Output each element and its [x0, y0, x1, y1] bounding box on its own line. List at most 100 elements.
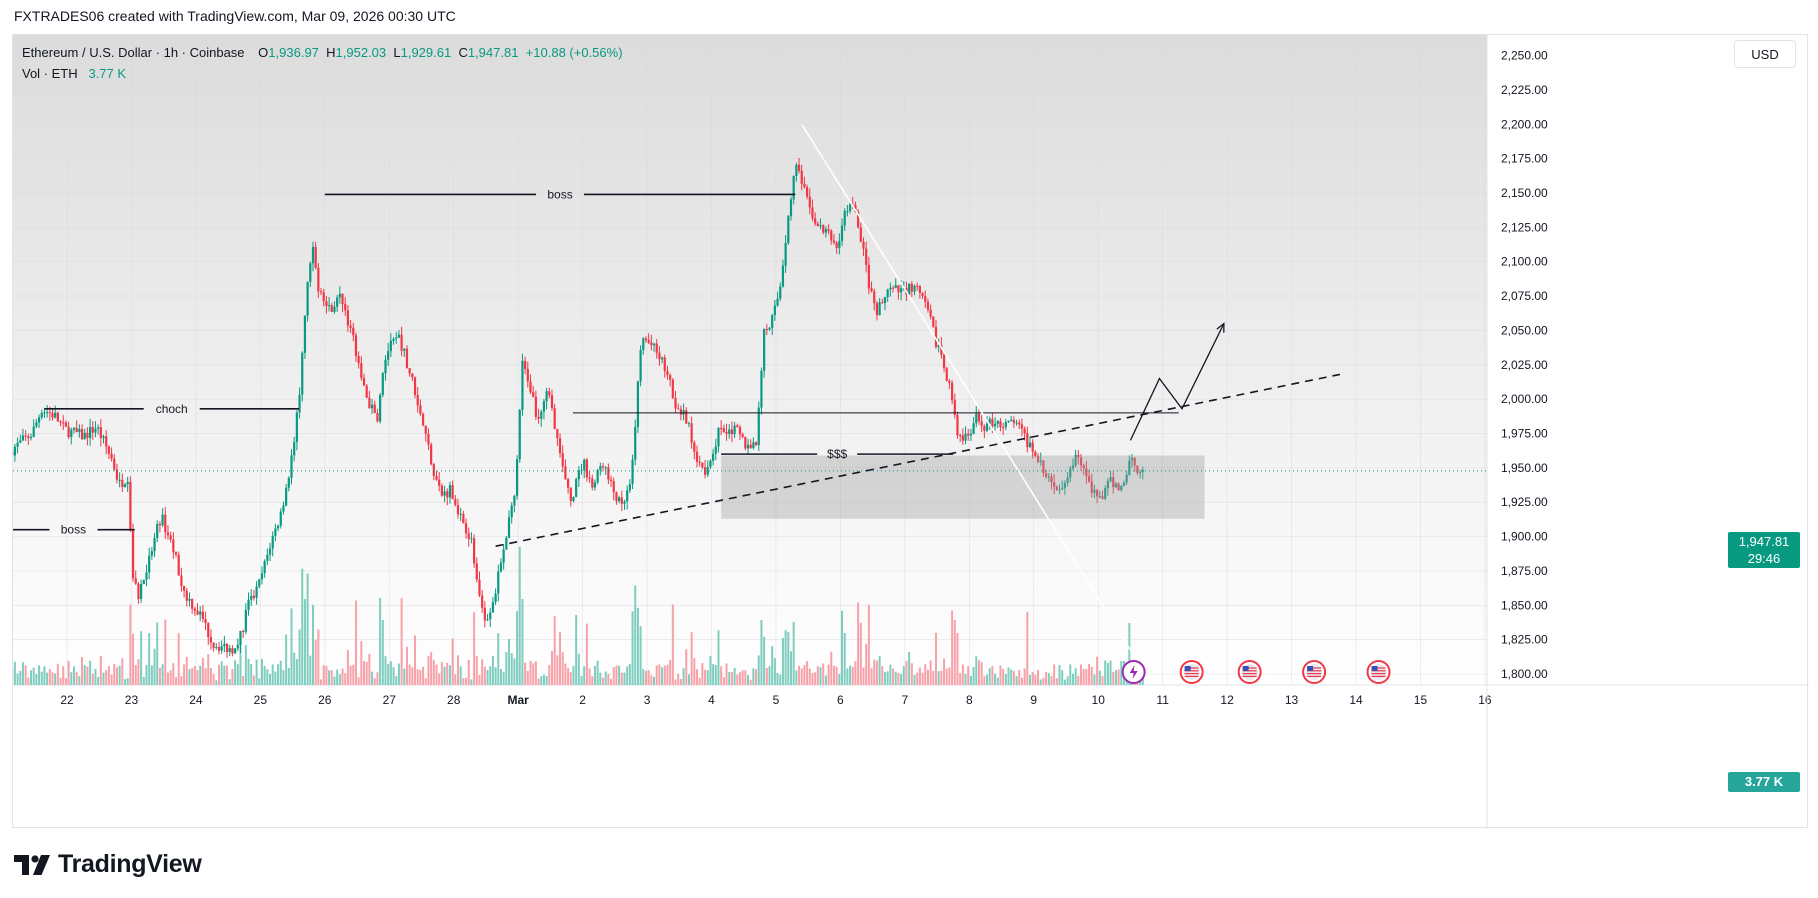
- candle-body: [715, 446, 717, 453]
- volume-bar: [323, 665, 325, 685]
- candle-body: [170, 535, 172, 539]
- candle-body: [382, 373, 384, 395]
- close-label: C: [458, 45, 467, 60]
- candle-body: [978, 414, 980, 422]
- tradingview-logo[interactable]: TradingView: [14, 850, 202, 879]
- candle-body: [999, 421, 1001, 427]
- volume-bar: [605, 671, 607, 685]
- x-tick-label: 8: [966, 693, 973, 707]
- volume-bar: [572, 666, 574, 685]
- currency-button[interactable]: USD: [1734, 40, 1796, 68]
- candle-body: [516, 459, 518, 496]
- volume-bar: [1069, 664, 1071, 685]
- volume-bar: [73, 666, 75, 685]
- volume-bar: [943, 659, 945, 685]
- candle-body: [572, 497, 574, 501]
- volume-bar: [994, 674, 996, 685]
- volume-bar: [379, 598, 381, 685]
- volume-bar: [508, 639, 510, 685]
- candle-body: [768, 328, 770, 330]
- candle-body: [983, 426, 985, 431]
- volume-bar: [527, 671, 529, 685]
- price-chart[interactable]: 1,800.00 1,825.00 1,850.00 1,875.00 1,900.00…: [13, 35, 1809, 829]
- volume-bar: [599, 673, 601, 685]
- volume-bar: [19, 671, 21, 685]
- volume-bar: [76, 672, 78, 685]
- flag-canton: [1185, 666, 1191, 671]
- candle-body: [352, 328, 354, 335]
- candle-body: [1021, 424, 1023, 428]
- volume-bar: [924, 664, 926, 685]
- candle-body: [476, 563, 478, 579]
- candle-body: [790, 199, 792, 216]
- volume-bar: [922, 673, 924, 685]
- candle-body: [578, 471, 580, 480]
- volume-bar: [197, 670, 199, 685]
- volume-bar: [417, 669, 419, 685]
- candle-body: [841, 225, 843, 240]
- candle-body: [430, 444, 432, 464]
- volume-bar: [1024, 668, 1026, 685]
- candle-body: [304, 316, 306, 353]
- volume-bar: [218, 665, 220, 685]
- volume-bar: [296, 659, 298, 685]
- volume-bar: [970, 676, 972, 685]
- candle-body: [879, 302, 881, 315]
- volume-bar: [422, 667, 424, 685]
- candle-body: [602, 466, 604, 467]
- candle-body: [390, 341, 392, 351]
- x-tick-label: 15: [1414, 693, 1428, 707]
- candle-body: [419, 405, 421, 414]
- candle-body: [438, 480, 440, 486]
- candle-body: [347, 310, 349, 325]
- volume-bar: [712, 664, 714, 685]
- candle-body: [35, 422, 37, 426]
- chart-area[interactable]: 1,800.00 1,825.00 1,850.00 1,875.00 1,900.00…: [12, 34, 1808, 828]
- volume-bar: [1115, 670, 1117, 685]
- candle-body: [895, 285, 897, 288]
- candle-body: [148, 556, 150, 573]
- volume-bar: [180, 676, 182, 685]
- volume-bar: [328, 670, 330, 685]
- y-tick-label: 1,825.00: [1501, 633, 1548, 647]
- candle-body: [615, 492, 617, 501]
- volume-bar: [403, 669, 405, 685]
- candle-body: [913, 286, 915, 292]
- volume-bar: [336, 670, 338, 685]
- candle-body: [92, 427, 94, 433]
- candle-body: [975, 414, 977, 424]
- candle-body: [567, 479, 569, 487]
- candle-body: [215, 647, 217, 648]
- zone-rectangle[interactable]: [721, 456, 1204, 519]
- volume-bar: [567, 668, 569, 685]
- candle-body: [296, 412, 298, 442]
- candle-body: [70, 430, 72, 438]
- candle-body: [325, 301, 327, 306]
- volume-bar: [820, 667, 822, 685]
- volume-tag: 3.77 K: [1728, 772, 1800, 792]
- symbol-title[interactable]: Ethereum / U.S. Dollar · 1h · Coinbase: [22, 45, 245, 60]
- candle-body: [959, 435, 961, 436]
- volume-bar: [1013, 671, 1015, 685]
- candle-body: [164, 515, 166, 533]
- candle-body: [887, 290, 889, 298]
- candle-body: [994, 424, 996, 426]
- volume-bar: [683, 668, 685, 685]
- volume-bar: [849, 666, 851, 685]
- volume-label[interactable]: Vol · ETH: [22, 66, 78, 81]
- volume-bar: [685, 649, 687, 685]
- volume-bar: [621, 673, 623, 685]
- candle-body: [546, 391, 548, 401]
- volume-bar: [250, 664, 252, 685]
- candle-body: [911, 284, 913, 292]
- volume-bar: [578, 654, 580, 685]
- volume-bar: [1048, 673, 1050, 685]
- volume-bar: [615, 666, 617, 685]
- volume-bar: [272, 664, 274, 685]
- candle-body: [320, 291, 322, 292]
- candle-body: [41, 413, 43, 417]
- candle-body: [312, 247, 314, 263]
- candle-body: [298, 395, 300, 413]
- candle-body: [49, 412, 51, 413]
- candle-body: [642, 338, 644, 349]
